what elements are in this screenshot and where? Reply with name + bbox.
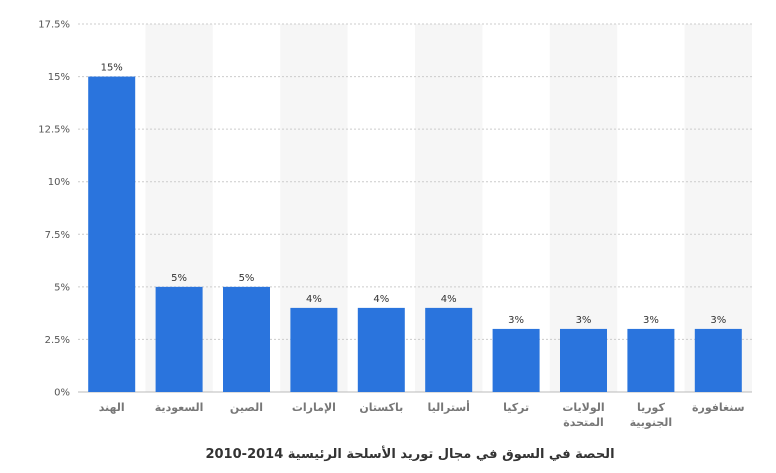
y-axis: 0% 2.5% 5% 7.5% 10% 12.5% 15% 17.5% (38, 20, 70, 399)
x-tick-label: تركيا (503, 401, 529, 414)
data-label: 4% (441, 294, 457, 305)
bar (627, 328, 675, 392)
x-tick-label: أستراليا (427, 400, 469, 414)
y-tick-label: 17.5% (38, 20, 70, 31)
data-label: 15% (101, 63, 123, 74)
data-label: 3% (643, 315, 659, 326)
data-label: 4% (373, 294, 389, 305)
data-label: 3% (710, 315, 726, 326)
bar (560, 328, 607, 392)
x-tick-label: سنغافورة (692, 401, 745, 414)
bar (290, 307, 338, 392)
x-tick-label: كوريا (637, 401, 665, 414)
y-tick-label: 12.5% (38, 125, 70, 136)
y-tick-label: 10% (48, 177, 70, 188)
x-tick-label: باكستان (359, 401, 403, 414)
y-tick-label: 2.5% (45, 335, 70, 346)
x-tick-label: الهند (99, 401, 125, 414)
data-label: 5% (171, 273, 187, 284)
y-tick-label: 0% (54, 388, 70, 399)
x-tick-label: السعودية (155, 401, 204, 414)
chart-title: الحصة في السوق في مجال توريد الأسلحة الر… (205, 445, 614, 462)
data-label: 4% (306, 294, 322, 305)
bar (425, 307, 473, 392)
y-tick-label: 5% (54, 282, 70, 293)
y-tick-label: 15% (48, 72, 70, 83)
data-label: 5% (239, 273, 255, 284)
bar (155, 286, 203, 392)
x-tick-label: الولايات (562, 401, 604, 414)
x-tick-label: الجنوبية (630, 416, 673, 429)
bar (223, 286, 270, 392)
bars (88, 76, 742, 393)
x-tick-label: الصين (230, 401, 263, 414)
data-labels: 15% 5% 5% 4% 4% 4% 3% 3% 3% 3% (101, 63, 727, 326)
data-label: 3% (508, 315, 524, 326)
bar (357, 307, 405, 392)
bar (492, 328, 540, 392)
x-axis: الهند السعودية الصين الإمارات باكستان أسترالي… (99, 400, 745, 429)
x-tick-label: المتحدة (563, 416, 604, 429)
data-label: 3% (576, 315, 592, 326)
y-tick-label: 7.5% (45, 230, 70, 241)
bar (694, 328, 742, 392)
x-tick-label: الإمارات (292, 401, 336, 414)
bar (88, 76, 136, 393)
